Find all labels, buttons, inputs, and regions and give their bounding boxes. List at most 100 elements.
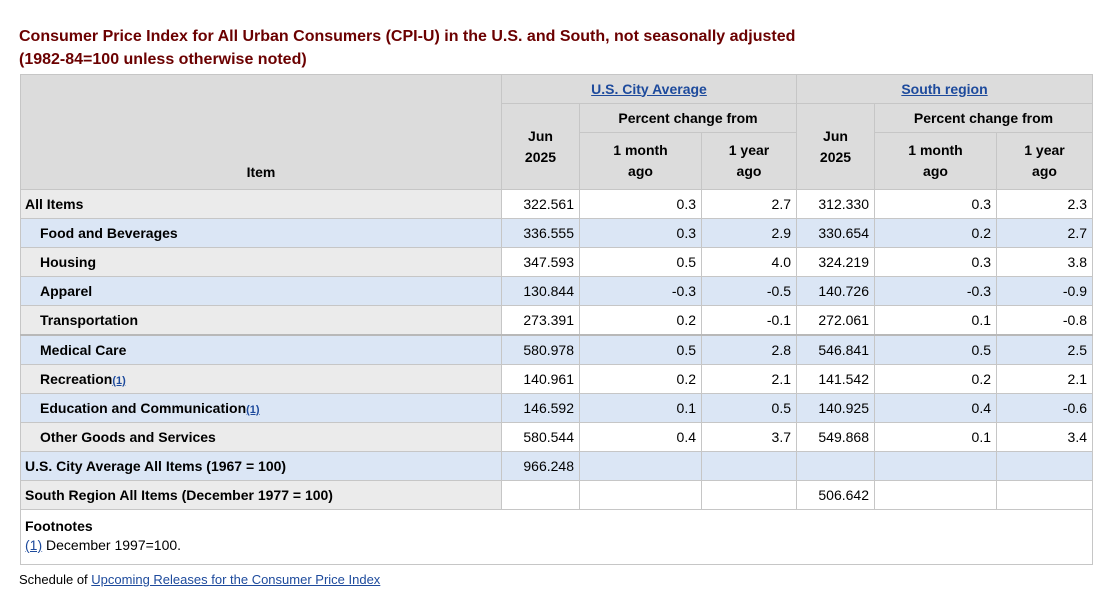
footnotes: Footnotes (1) December 1997=100. <box>20 509 1093 565</box>
empty-cell <box>579 480 702 510</box>
row-item: U.S. City Average All Items (1967 = 100) <box>20 451 502 481</box>
south-1-month-change: -0.3 <box>874 276 997 306</box>
footnote-1: (1) December 1997=100. <box>25 535 1088 555</box>
us-1-year-change: 2.8 <box>701 334 797 365</box>
schedule-prefix: Schedule of <box>19 572 92 587</box>
south-1-year-change: 3.4 <box>996 422 1093 452</box>
us-city-average-header: U.S. City Average <box>501 74 797 104</box>
footnote-1-link[interactable]: (1) <box>246 404 260 416</box>
south-index: 140.726 <box>796 276 875 306</box>
table-row-transportation: Transportation 273.391 0.2 -0.1 272.061 … <box>20 305 1093 336</box>
south-1-year-header: 1 year ago <box>996 132 1093 190</box>
footnotes-title: Footnotes <box>25 518 93 534</box>
row-item: Transportation <box>20 305 502 336</box>
table-row-education-and-communication: Education and Communication(1) 146.592 0… <box>20 393 1093 423</box>
south-1-year-change: 2.7 <box>996 218 1093 248</box>
south-index: 324.219 <box>796 247 875 277</box>
empty-cell <box>996 480 1093 510</box>
us-1-month-change: 0.5 <box>579 247 702 277</box>
south-index: 330.654 <box>796 218 875 248</box>
us-1-month-change: 0.3 <box>579 189 702 219</box>
us-index: 273.391 <box>501 305 580 336</box>
us-city-average-link[interactable]: U.S. City Average <box>591 80 707 97</box>
us-index: 580.544 <box>501 422 580 452</box>
footnote-1-anchor[interactable]: (1) <box>25 537 43 553</box>
south-1-month-change: 0.1 <box>874 422 997 452</box>
empty-cell <box>501 480 580 510</box>
south-1-month-change: 0.2 <box>874 218 997 248</box>
item-column-header: Item <box>20 74 502 190</box>
south-1-month-change: 0.3 <box>874 189 997 219</box>
us-1-year-change: 2.7 <box>701 189 797 219</box>
us-1-month-header: 1 month ago <box>579 132 702 190</box>
empty-cell <box>874 451 997 481</box>
south-1-month-change: 0.4 <box>874 393 997 423</box>
us-index: 336.555 <box>501 218 580 248</box>
row-item: Other Goods and Services <box>20 422 502 452</box>
south-1-month-change: 0.2 <box>874 364 997 394</box>
south-1-year-change: -0.6 <box>996 393 1093 423</box>
south-1-year-change: 2.5 <box>996 334 1093 365</box>
row-item: Medical Care <box>20 334 502 365</box>
us-1-month-change: -0.3 <box>579 276 702 306</box>
footnote-1-link[interactable]: (1) <box>112 375 126 387</box>
south-1-month-change: 0.3 <box>874 247 997 277</box>
us-1-month-change: 0.5 <box>579 334 702 365</box>
table-row-medical-care: Medical Care 580.978 0.5 2.8 546.841 0.5… <box>20 334 1093 365</box>
us-1-month-change: 0.4 <box>579 422 702 452</box>
south-index: 141.542 <box>796 364 875 394</box>
footnotes-row: Footnotes (1) December 1997=100. <box>20 509 1093 565</box>
footnote-1-text: December 1997=100. <box>42 537 182 553</box>
empty-cell <box>874 480 997 510</box>
cpi-table: Item U.S. City Average South region Jun … <box>20 74 1093 565</box>
us-index: 140.961 <box>501 364 580 394</box>
us-1-month-change: 0.3 <box>579 218 702 248</box>
south-1-year-change: 3.8 <box>996 247 1093 277</box>
south-1-month-change: 0.1 <box>874 305 997 336</box>
south-index: 546.841 <box>796 334 875 365</box>
row-item: All Items <box>20 189 502 219</box>
empty-cell <box>701 451 797 481</box>
south-1-year-change: -0.9 <box>996 276 1093 306</box>
us-1-year-change: 4.0 <box>701 247 797 277</box>
us-1-month-change: 0.1 <box>579 393 702 423</box>
us-index: 580.978 <box>501 334 580 365</box>
south-index: 140.925 <box>796 393 875 423</box>
us-1-year-header: 1 year ago <box>701 132 797 190</box>
table-row-other-goods-and-services: Other Goods and Services 580.544 0.4 3.7… <box>20 422 1093 452</box>
us-1-year-change: 0.5 <box>701 393 797 423</box>
south-region-link[interactable]: South region <box>901 80 988 97</box>
empty-cell <box>996 451 1093 481</box>
us-index: 130.844 <box>501 276 580 306</box>
us-1-year-change: -0.5 <box>701 276 797 306</box>
title-line-1: Consumer Price Index for All Urban Consu… <box>19 28 796 45</box>
south-1-month-change: 0.5 <box>874 334 997 365</box>
row-item: Recreation(1) <box>20 364 502 394</box>
south-index: 506.642 <box>796 480 875 510</box>
us-1-year-change: -0.1 <box>701 305 797 336</box>
us-1-year-change: 3.7 <box>701 422 797 452</box>
south-index: 312.330 <box>796 189 875 219</box>
title-line-2: (1982-84=100 unless otherwise noted) <box>19 51 307 68</box>
upcoming-releases-link[interactable]: Upcoming Releases for the Consumer Price… <box>91 572 381 587</box>
row-item: Housing <box>20 247 502 277</box>
us-percent-change-header: Percent change from <box>579 103 797 133</box>
table-row-food-and-beverages: Food and Beverages 336.555 0.3 2.9 330.6… <box>20 218 1093 248</box>
row-item: Education and Communication(1) <box>20 393 502 423</box>
table-row-recreation: Recreation(1) 140.961 0.2 2.1 141.542 0.… <box>20 364 1093 394</box>
south-index: 272.061 <box>796 305 875 336</box>
schedule-line: Schedule of Upcoming Releases for the Co… <box>19 571 380 589</box>
us-index: 146.592 <box>501 393 580 423</box>
empty-cell <box>796 451 875 481</box>
south-1-year-change: 2.3 <box>996 189 1093 219</box>
south-1-year-change: 2.1 <box>996 364 1093 394</box>
table-row-us-1967-base: U.S. City Average All Items (1967 = 100)… <box>20 451 1093 481</box>
row-item: South Region All Items (December 1977 = … <box>20 480 502 510</box>
table-row-south-1977-base: South Region All Items (December 1977 = … <box>20 480 1093 510</box>
us-index: 322.561 <box>501 189 580 219</box>
table-row-all-items: All Items 322.561 0.3 2.7 312.330 0.3 2.… <box>20 189 1093 219</box>
us-1-year-change: 2.1 <box>701 364 797 394</box>
south-month-header: Jun 2025 <box>796 103 875 190</box>
us-index: 966.248 <box>501 451 580 481</box>
us-month-header: Jun 2025 <box>501 103 580 190</box>
